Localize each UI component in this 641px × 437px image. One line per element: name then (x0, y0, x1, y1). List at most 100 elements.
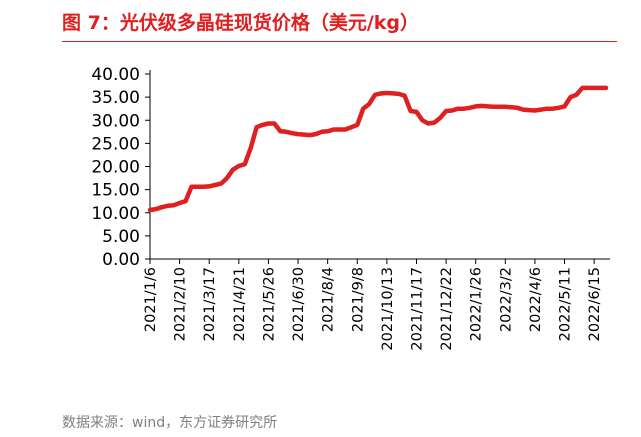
data-point (451, 109, 454, 112)
x-tick-label: 2022/6/15 (587, 267, 603, 341)
data-point (154, 208, 157, 211)
data-point (397, 92, 400, 95)
data-point (551, 107, 554, 110)
chart-title: 图 7：光伏级多晶硅现货价格（美元/kg） (62, 12, 420, 34)
x-tick-label: 2021/1/6 (143, 267, 159, 332)
y-tick-label: 10.00 (91, 204, 140, 224)
y-tick-label: 40.00 (91, 65, 140, 85)
title-underline (62, 41, 617, 42)
data-point (303, 133, 306, 136)
data-point (243, 163, 246, 166)
x-tick-label: 2021/2/10 (173, 267, 189, 341)
y-tick-label: 0.00 (102, 250, 140, 270)
data-point (314, 133, 317, 136)
x-axis: 2021/1/6 2021/2/10 2021/3/17 2021/4/21 2021/… (143, 258, 610, 351)
data-point (160, 206, 163, 209)
data-point (350, 126, 353, 129)
x-tick-label: 2021/6/30 (291, 267, 307, 341)
data-point (308, 134, 311, 137)
data-point (380, 92, 383, 95)
data-point (516, 106, 519, 109)
data-point (593, 86, 596, 89)
data-point (368, 103, 371, 106)
data-point (356, 123, 359, 126)
data-point (172, 204, 175, 207)
data-point (563, 105, 566, 108)
data-point (208, 185, 211, 188)
line-chart: 0.00 5.00 10.00 15.00 20.00 25.00 30.00 35.00 40… (91, 65, 610, 351)
data-point (374, 93, 377, 96)
data-point (249, 147, 252, 150)
data-point (528, 109, 531, 112)
data-point (421, 119, 424, 122)
x-tick-label: 2021/4/21 (232, 267, 248, 341)
data-point (533, 109, 536, 112)
data-point (338, 128, 341, 131)
data-point (575, 93, 578, 96)
data-point (510, 106, 513, 109)
data-point (569, 96, 572, 99)
x-tick-label: 2022/1/26 (469, 267, 485, 341)
data-point (261, 123, 264, 126)
data-point (178, 202, 181, 205)
data-point (403, 94, 406, 97)
data-point (545, 107, 548, 110)
y-tick-label: 20.00 (91, 158, 140, 178)
data-point (498, 105, 501, 108)
x-tick-label: 2022/4/6 (528, 267, 544, 332)
price-series-line (147, 85, 609, 213)
y-tick-label: 5.00 (102, 227, 140, 247)
data-point (196, 185, 199, 188)
data-point (214, 184, 217, 187)
data-point (285, 130, 288, 133)
x-tick-label: 2021/3/17 (202, 267, 218, 341)
data-point (480, 104, 483, 107)
data-point (439, 116, 442, 119)
data-point (409, 110, 412, 113)
data-point (267, 122, 270, 125)
data-point (149, 209, 152, 212)
data-point (332, 128, 335, 131)
y-tick-label: 15.00 (91, 181, 140, 201)
data-point (326, 130, 329, 133)
data-point (456, 107, 459, 110)
data-point (557, 106, 560, 109)
data-point (427, 122, 430, 125)
data-point (166, 204, 169, 207)
data-point (486, 105, 489, 108)
data-point (231, 168, 234, 171)
plot-area (147, 85, 609, 213)
data-source-note: 数据来源：wind，东方证券研究所 (62, 415, 278, 431)
data-point (474, 105, 477, 108)
data-point (492, 105, 495, 108)
data-point (468, 106, 471, 109)
x-tick-label: 2021/8/4 (321, 267, 337, 332)
data-point (415, 110, 418, 113)
y-tick-label: 35.00 (91, 88, 140, 108)
data-point (320, 130, 323, 133)
x-tick-label: 2021/5/26 (261, 267, 277, 341)
data-point (587, 86, 590, 89)
data-point (599, 86, 602, 89)
x-tick-label: 2021/12/22 (439, 267, 455, 351)
data-point (344, 128, 347, 131)
y-tick-label: 25.00 (91, 134, 140, 154)
x-tick-label: 2021/11/17 (409, 267, 425, 351)
data-point (362, 107, 365, 110)
data-point (539, 108, 542, 111)
data-point (391, 92, 394, 95)
data-point (445, 110, 448, 113)
data-point (279, 130, 282, 133)
data-point (202, 185, 205, 188)
data-point (297, 133, 300, 136)
x-tick-label: 2021/10/13 (380, 267, 396, 351)
data-point (385, 92, 388, 95)
data-point (605, 86, 608, 89)
data-point (581, 86, 584, 89)
data-point (522, 108, 525, 111)
y-tick-label: 30.00 (91, 111, 140, 131)
data-point (190, 185, 193, 188)
data-point (255, 126, 258, 129)
x-tick-label: 2021/9/8 (350, 267, 366, 332)
data-point (184, 200, 187, 203)
